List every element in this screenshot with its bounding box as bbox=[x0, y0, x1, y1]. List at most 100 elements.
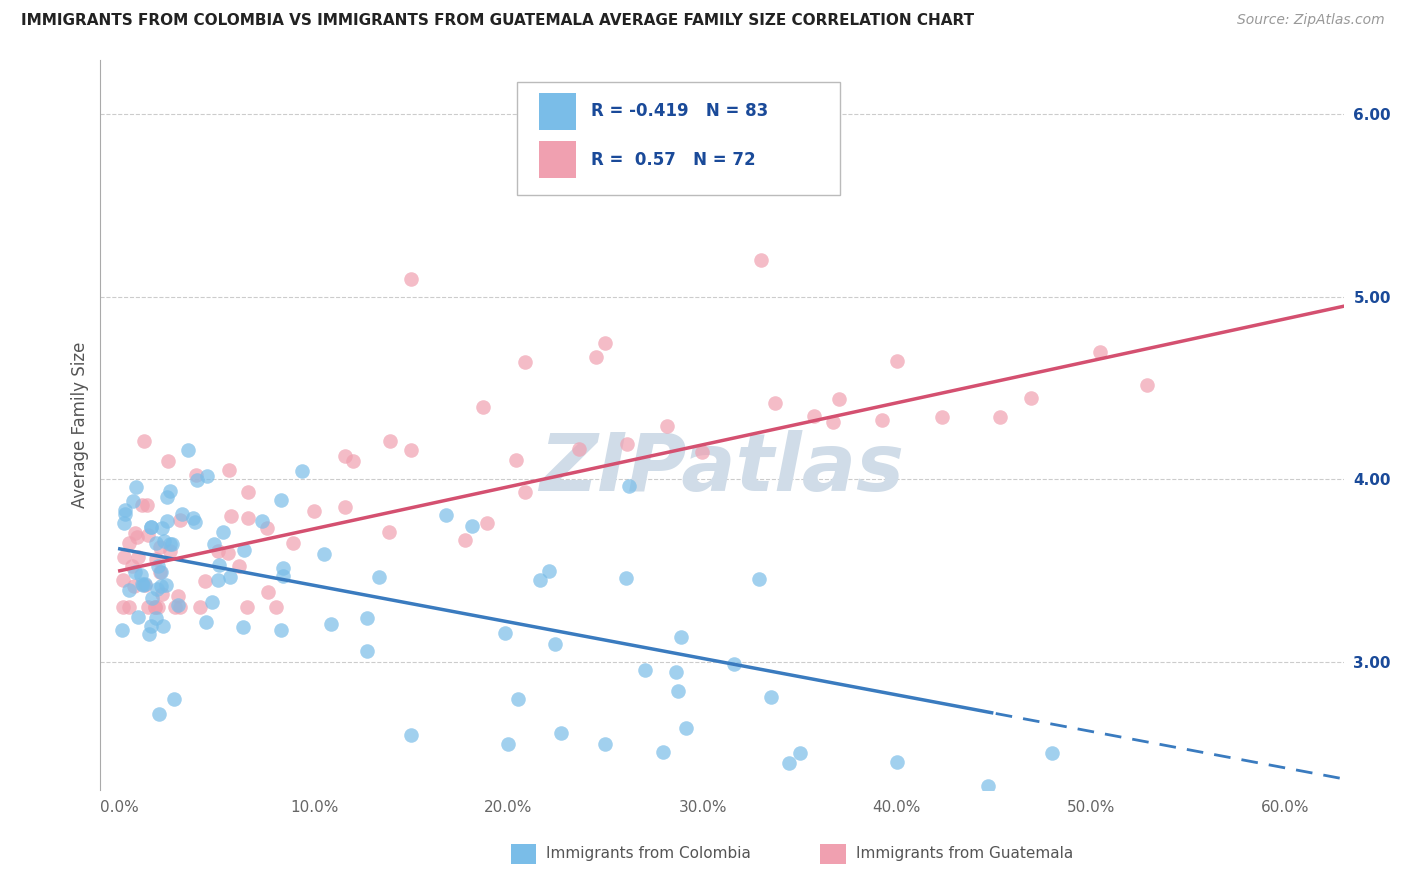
Point bbox=[228, 558, 250, 573]
Point bbox=[544, 637, 567, 651]
Point bbox=[380, 434, 402, 449]
Point bbox=[148, 706, 170, 721]
Point bbox=[129, 567, 152, 582]
Point bbox=[163, 691, 186, 706]
Point bbox=[125, 480, 148, 494]
Point bbox=[114, 503, 136, 517]
Point bbox=[550, 726, 572, 740]
Point bbox=[356, 644, 378, 658]
Point bbox=[195, 615, 218, 630]
Point bbox=[655, 419, 678, 434]
Point bbox=[778, 756, 800, 770]
Point bbox=[177, 443, 200, 458]
Point bbox=[567, 442, 589, 456]
Point bbox=[132, 578, 155, 592]
Point bbox=[159, 483, 181, 498]
Point bbox=[143, 600, 166, 615]
Point bbox=[378, 525, 401, 540]
Point bbox=[134, 577, 156, 591]
Point bbox=[291, 464, 314, 478]
Point bbox=[988, 410, 1011, 425]
Y-axis label: Average Family Size: Average Family Size bbox=[72, 342, 89, 508]
Point bbox=[153, 534, 176, 549]
Point bbox=[127, 549, 149, 564]
Point bbox=[342, 454, 364, 468]
Point bbox=[111, 624, 134, 638]
Point bbox=[138, 627, 160, 641]
Point bbox=[145, 536, 167, 550]
Text: Source: ZipAtlas.com: Source: ZipAtlas.com bbox=[1237, 13, 1385, 28]
Point bbox=[803, 409, 825, 424]
Point bbox=[886, 354, 908, 368]
Point bbox=[399, 442, 422, 457]
Point bbox=[122, 579, 145, 593]
Point bbox=[827, 392, 849, 406]
Point bbox=[148, 600, 170, 615]
Point bbox=[690, 444, 713, 458]
Point bbox=[763, 395, 786, 409]
Point bbox=[872, 413, 894, 427]
Point bbox=[669, 630, 692, 644]
Point bbox=[333, 449, 356, 463]
Text: Immigrants from Colombia: Immigrants from Colombia bbox=[547, 846, 751, 861]
Point bbox=[122, 494, 145, 508]
Point bbox=[127, 529, 149, 543]
Point bbox=[219, 569, 242, 583]
Point bbox=[112, 516, 135, 531]
Point bbox=[537, 565, 560, 579]
Point bbox=[124, 525, 146, 540]
Point bbox=[141, 591, 163, 606]
Point bbox=[270, 492, 292, 507]
Point bbox=[118, 536, 141, 550]
Point bbox=[202, 537, 225, 551]
Point bbox=[281, 536, 304, 550]
Point bbox=[302, 504, 325, 518]
Point bbox=[617, 479, 640, 493]
Point bbox=[399, 271, 422, 285]
Point bbox=[1135, 377, 1157, 392]
Point bbox=[156, 490, 179, 504]
Point bbox=[264, 600, 287, 615]
Point bbox=[1090, 345, 1112, 359]
Point bbox=[159, 537, 181, 551]
Point bbox=[208, 558, 231, 573]
Point bbox=[111, 573, 134, 587]
Point bbox=[506, 692, 529, 706]
Point bbox=[118, 600, 141, 615]
Point bbox=[399, 728, 422, 742]
Point bbox=[454, 533, 477, 548]
Point bbox=[145, 611, 167, 625]
Point bbox=[166, 598, 188, 612]
Point bbox=[494, 625, 516, 640]
Point bbox=[149, 565, 172, 579]
Text: Immigrants from Guatemala: Immigrants from Guatemala bbox=[856, 846, 1073, 861]
Point bbox=[136, 527, 159, 541]
Point bbox=[652, 745, 675, 759]
Point bbox=[312, 547, 335, 561]
Point bbox=[759, 690, 782, 704]
Point bbox=[131, 499, 153, 513]
Point bbox=[157, 454, 180, 468]
Point bbox=[121, 558, 143, 573]
Point bbox=[186, 473, 208, 487]
Point bbox=[665, 665, 688, 680]
Point bbox=[513, 485, 536, 500]
Point bbox=[145, 551, 167, 566]
Point bbox=[127, 610, 149, 624]
Point bbox=[141, 519, 163, 533]
Point bbox=[256, 521, 278, 535]
Point bbox=[184, 516, 207, 530]
Point bbox=[211, 524, 233, 539]
Text: R =  0.57   N = 72: R = 0.57 N = 72 bbox=[592, 151, 756, 169]
Point bbox=[217, 546, 239, 560]
Point bbox=[141, 619, 163, 633]
Point bbox=[471, 400, 494, 414]
Point bbox=[460, 518, 482, 533]
Point bbox=[159, 544, 181, 558]
Point bbox=[136, 600, 159, 615]
Point bbox=[335, 500, 357, 515]
Point bbox=[931, 410, 953, 425]
Point bbox=[218, 463, 240, 477]
Point bbox=[748, 572, 770, 586]
Point bbox=[124, 565, 146, 579]
